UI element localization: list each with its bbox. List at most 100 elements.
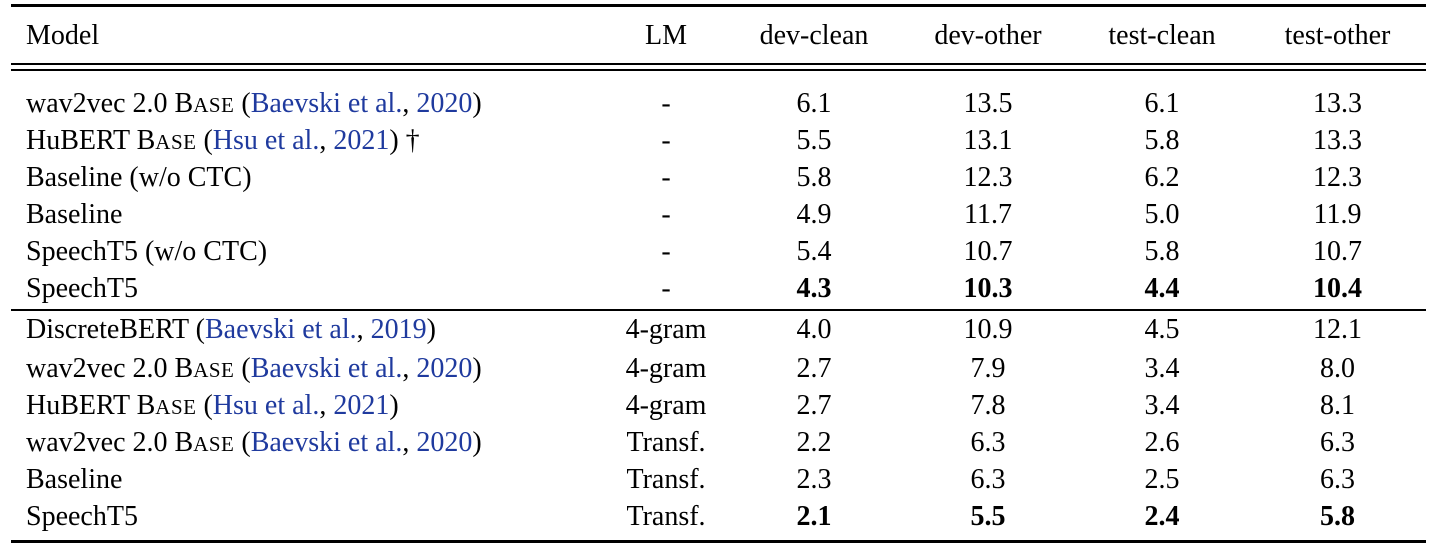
wer-value: 2.7 [796,389,832,421]
dev-other-cell: 10.9 [901,307,1075,350]
wer-value: 10.9 [963,314,1013,345]
test-clean-cell: 2.5 [1075,461,1249,498]
header-gap [11,69,1426,85]
table-row: wav2vec 2.0 BASE (Baevski et al., 2020) -… [11,85,1426,122]
header-test-clean: test-clean [1108,19,1216,51]
citation-comma: , [356,314,371,345]
wer-value: 8.0 [1320,352,1355,384]
wer-value: 6.1 [796,87,832,119]
dev-other-cell: 13.5 [901,85,1075,122]
model-name: SpeechT5 [26,500,138,532]
test-clean-cell: 3.4 [1075,350,1249,387]
lm-cell: Transf. [626,463,706,495]
model-cell: Baseline (w/o CTC) [11,159,605,196]
dev-other-cell: 13.1 [901,122,1075,159]
citation-author: Baevski et al. [250,87,403,119]
wer-value: 2.5 [1144,463,1180,495]
wer-value: 11.7 [964,198,1012,230]
group-separator-rule [11,309,1426,311]
model-name: HuBERT B [26,124,156,156]
table-row: DiscreteBERT (Baevski et al., 2019) 4-gra… [11,307,1426,350]
citation-comma: , [319,124,334,156]
header-double-rule-upper [11,63,1426,65]
wer-value: 7.9 [970,352,1006,384]
wer-value: 5.8 [796,161,832,193]
dev-other-cell: 12.3 [901,159,1075,196]
lm-cell: 4-gram [625,314,707,345]
wer-value: 10.3 [963,272,1013,304]
test-clean-cell: 6.2 [1075,159,1249,196]
table-row: wav2vec 2.0 BASE (Baevski et al., 2020) T… [11,424,1426,461]
dev-clean-cell: 4.9 [727,196,901,233]
table-row: Baseline (w/o CTC) - 5.8 12.3 6.2 12.3 [11,159,1426,196]
dev-clean-cell: 2.7 [727,387,901,424]
citation-author: Hsu et al. [212,124,320,156]
dev-other-cell: 11.7 [901,196,1075,233]
dev-clean-cell: 4.3 [727,270,901,307]
model-cell: SpeechT5 [11,270,605,307]
test-clean-cell: 5.0 [1075,196,1249,233]
wer-value: 6.3 [1320,426,1355,458]
citation-author: Baevski et al. [204,314,357,345]
dev-other-cell: 6.3 [901,461,1075,498]
header-double-rule-lower [11,69,1426,71]
test-clean-cell: 5.8 [1075,122,1249,159]
test-clean-cell: 3.4 [1075,387,1249,424]
model-size-smallcaps: ASE [193,431,235,456]
wer-value: 2.7 [796,352,832,384]
wer-value: 13.1 [963,124,1013,156]
citation-author: Baevski et al. [250,352,403,384]
dev-clean-cell: 4.0 [727,307,901,350]
model-name: Baseline [26,198,123,230]
test-other-cell: 12.1 [1249,307,1426,350]
lm-cell: 4-gram [625,389,707,421]
table-row: SpeechT5 - 4.3 10.3 4.4 10.4 [11,270,1426,307]
wer-value: 10.4 [1313,272,1362,304]
citation-year: 2020 [416,87,473,119]
citation-year: 2021 [333,124,390,156]
model-cell: SpeechT5 [11,498,605,535]
header-lm: LM [645,19,687,51]
citation-comma: , [402,87,417,119]
test-clean-cell: 2.4 [1075,498,1249,535]
model-size-smallcaps: ASE [193,92,235,117]
citation-close-paren: ) [472,352,482,384]
wer-value: 13.3 [1313,124,1362,156]
wer-value: 2.3 [796,463,832,495]
model-cell: wav2vec 2.0 BASE (Baevski et al., 2020) [11,424,605,461]
wer-value: 13.5 [963,87,1013,119]
model-cell: wav2vec 2.0 BASE (Baevski et al., 2020) [11,350,605,387]
wer-value: 5.5 [796,124,832,156]
model-name: wav2vec 2.0 B [26,87,194,119]
wer-value: 2.6 [1144,426,1180,458]
citation-open-paren: ( [234,87,251,119]
wer-value: 5.4 [796,235,832,267]
dev-clean-cell: 5.5 [727,122,901,159]
lm-cell: - [661,198,671,230]
results-table: Model LM dev-clean dev-other test-clean … [11,0,1426,535]
wer-value: 12.1 [1313,314,1362,345]
model-name: SpeechT5 [26,272,138,304]
citation-close-paren: ) [389,124,399,156]
model-name: wav2vec 2.0 B [26,426,194,458]
dev-clean-cell: 5.4 [727,233,901,270]
table-row: SpeechT5 (w/o CTC) - 5.4 10.7 5.8 10.7 [11,233,1426,270]
test-other-cell: 6.3 [1249,424,1426,461]
dev-clean-cell: 6.1 [727,85,901,122]
table-row: Baseline Transf. 2.3 6.3 2.5 6.3 [11,461,1426,498]
wer-value: 2.4 [1144,500,1180,532]
citation-year: 2020 [416,352,473,384]
dagger-mark: † [398,124,420,156]
header-model: Model [26,19,100,51]
test-other-cell: 10.7 [1249,233,1426,270]
header-test-other: test-other [1284,19,1391,51]
wer-value: 4.4 [1144,272,1180,304]
citation-year: 2020 [416,426,473,458]
wer-value: 3.4 [1144,352,1180,384]
citation-comma: , [402,426,417,458]
dev-other-cell: 6.3 [901,424,1075,461]
lm-cell: - [661,87,671,119]
test-clean-cell: 5.8 [1075,233,1249,270]
test-other-cell: 13.3 [1249,122,1426,159]
model-size-smallcaps: ASE [193,357,235,382]
